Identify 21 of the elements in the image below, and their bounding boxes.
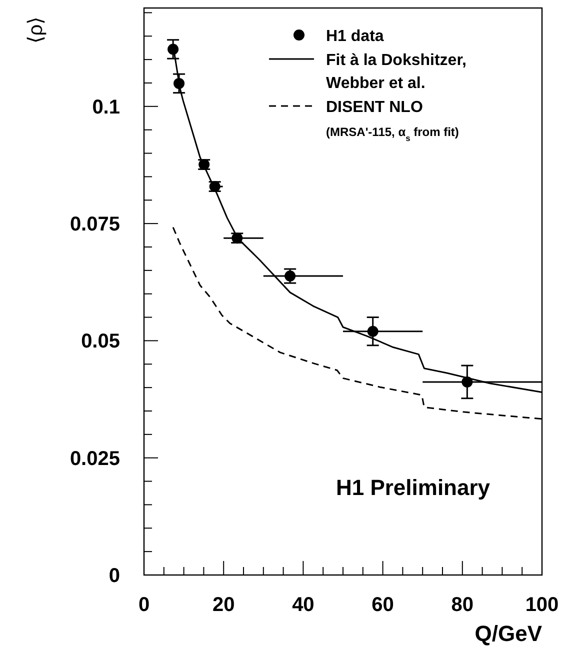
legend-label: H1 data [326, 28, 384, 45]
x-axis-title: Q/GeV [474, 621, 542, 646]
y-tick-label: 0.05 [81, 330, 120, 353]
y-tick-label: 0.1 [92, 96, 120, 118]
x-tick-label: 20 [212, 594, 235, 616]
annotation: (MRSA'-115, α$_{s}$ from fit) [326, 125, 459, 143]
point [284, 270, 296, 282]
y-tick-label: 0.025 [70, 448, 120, 470]
x-tick-label: 80 [451, 594, 474, 616]
x-tick-label: 100 [525, 594, 559, 616]
x-tick-label: 0 [138, 594, 150, 616]
y-tick-label: 0.075 [70, 214, 120, 236]
x-tick-label: 40 [292, 594, 314, 616]
legend-label: DISENT NLO [326, 99, 423, 116]
point [168, 44, 179, 55]
y-axis-title: ⟨ρ⟩ [25, 16, 47, 44]
annotation: H1 Preliminary [336, 475, 491, 500]
y-tick-label: 0 [108, 565, 120, 587]
x-tick-label: 60 [372, 594, 394, 616]
legend-label: Fit à la Dokshitzer, Webber et al. [326, 52, 466, 92]
point [367, 326, 378, 337]
